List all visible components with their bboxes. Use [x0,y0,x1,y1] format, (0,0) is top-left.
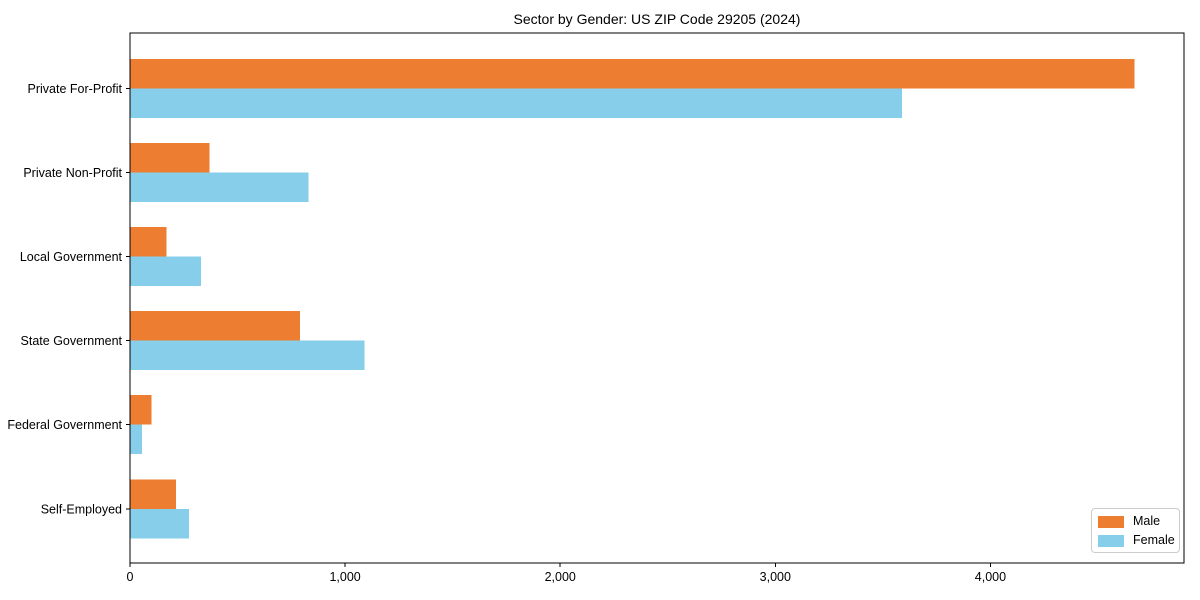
plot-border [129,32,1185,564]
y-category-label-private-for-profit: Private For-Profit [28,82,123,96]
x-tick-label: 2,000 [545,570,576,584]
chart-title: Sector by Gender: US ZIP Code 29205 (202… [513,11,801,27]
y-category-label-self-employed: Self-Employed [41,502,122,516]
legend: Male Female [1091,508,1180,553]
legend-item-female: Female [1098,533,1175,548]
y-category-label-federal-government: Federal Government [7,418,122,432]
female-series-swatch [1098,534,1124,547]
bar-female-federal-government [130,424,142,455]
x-tick-label: 0 [127,570,134,584]
legend-label-female: Female [1133,533,1175,548]
x-tick-label: 3,000 [760,570,791,584]
bar-male-state-government [130,311,300,341]
bar-female-local-government [130,256,201,286]
male-series-swatch [1098,515,1124,528]
y-category-label-state-government: State Government [21,334,123,348]
bar-male-self-employed [130,479,177,509]
bar-male-private-for-profit [130,58,1135,89]
bar-male-private-non-profit [130,142,210,173]
legend-label-male: Male [1133,514,1161,529]
bar-female-state-government [130,340,365,371]
bar-female-self-employed [130,508,190,539]
bar-male-local-government [130,227,167,257]
y-category-label-private-non-profit: Private Non-Profit [23,166,122,180]
bar-female-private-for-profit [130,88,903,118]
x-tick-label: 1,000 [329,570,360,584]
bar-male-federal-government [130,395,152,425]
x-tick-label: 4,000 [975,570,1006,584]
y-category-label-local-government: Local Government [20,250,123,264]
bar-female-private-non-profit [130,172,309,202]
legend-item-male: Male [1098,514,1172,529]
